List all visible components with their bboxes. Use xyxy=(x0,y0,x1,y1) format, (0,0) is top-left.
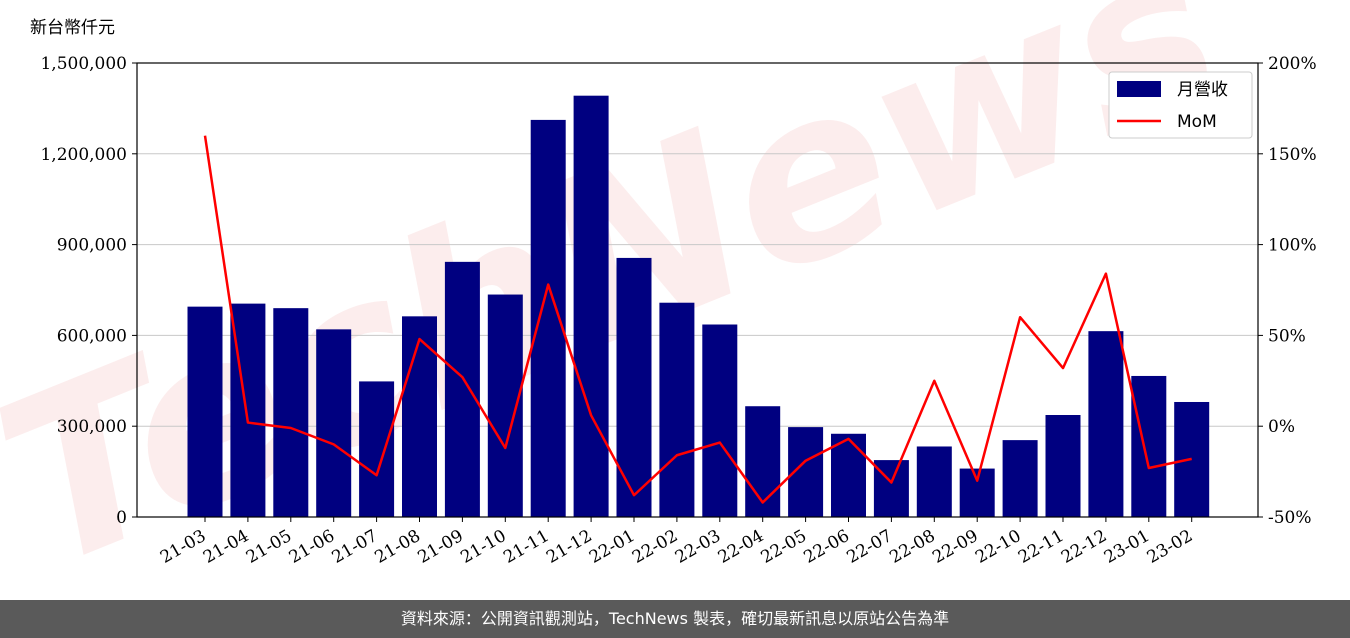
left-tick-label: 900,000 xyxy=(57,236,127,256)
right-tick-label: 150% xyxy=(1268,145,1317,165)
x-tick-label: 22-08 xyxy=(886,526,938,568)
x-tick-label: 23-01 xyxy=(1101,526,1153,568)
right-tick-label: 100% xyxy=(1268,236,1317,256)
bar xyxy=(745,406,781,517)
x-tick-label: 22-10 xyxy=(972,526,1024,568)
bar xyxy=(659,302,695,517)
bar xyxy=(616,257,652,517)
x-tick-label: 21-06 xyxy=(286,526,338,568)
bar xyxy=(273,308,309,517)
bar xyxy=(573,95,609,518)
x-tick-label: 22-03 xyxy=(672,526,724,568)
plot-frame xyxy=(136,62,1259,518)
bar xyxy=(402,316,437,517)
bar xyxy=(1131,375,1167,517)
bar xyxy=(1088,331,1124,517)
left-tick-label: 600,000 xyxy=(57,326,127,346)
bar xyxy=(916,446,952,517)
bar xyxy=(316,329,352,517)
legend-bar-swatch xyxy=(1117,81,1161,97)
x-tick-label: 22-04 xyxy=(715,526,767,568)
left-tick-label: 0 xyxy=(116,508,127,528)
bar xyxy=(1002,440,1038,517)
right-tick-label: 0% xyxy=(1268,417,1295,437)
legend-bar-label: 月營收 xyxy=(1177,80,1228,100)
mom-series-line xyxy=(203,135,1192,504)
x-tick-label: 21-09 xyxy=(414,526,466,568)
x-tick-label: 22-05 xyxy=(758,526,810,568)
legend-line-label: MoM xyxy=(1177,112,1217,132)
left-tick-label: 1,500,000 xyxy=(40,54,127,74)
footer-source-note: 資料來源：公開資訊觀測站，TechNews 製表，確切最新訊息以原站公告為準 xyxy=(0,600,1350,638)
x-tick-label: 21-08 xyxy=(372,526,424,568)
mom-line xyxy=(203,135,1192,504)
x-tick-label: 22-09 xyxy=(929,526,981,568)
bar xyxy=(359,381,395,517)
bar xyxy=(1045,415,1081,517)
legend: 月營收 MoM xyxy=(1108,71,1253,139)
x-tick-label: 22-07 xyxy=(843,526,895,568)
x-tick-label: 22-11 xyxy=(1015,526,1067,568)
right-tick-label: 50% xyxy=(1268,326,1306,346)
y-unit-label: 新台幣仟元 xyxy=(30,18,115,38)
bar xyxy=(702,324,738,517)
bar xyxy=(187,306,223,517)
left-tick-label: 1,200,000 xyxy=(40,145,127,165)
axes: 0 300,000 600,000 900,000 1,200,000 1,500,000… xyxy=(40,54,1316,568)
bar xyxy=(831,433,866,517)
x-tick-label: 22-06 xyxy=(801,526,853,568)
x-tick-label: 21-12 xyxy=(543,526,595,568)
bar xyxy=(444,261,480,517)
x-tick-label: 21-10 xyxy=(457,526,509,568)
combo-chart: TechNews 0300,000600,000900,0001,200,000… xyxy=(0,0,1317,600)
x-tick-label: 22-12 xyxy=(1058,526,1110,568)
x-tick-label: 22-01 xyxy=(586,526,638,568)
x-tick-label: 23-02 xyxy=(1144,526,1196,568)
x-tick-label: 21-11 xyxy=(500,526,552,568)
right-tick-label: 200% xyxy=(1268,54,1317,74)
right-tick-label: -50% xyxy=(1268,508,1312,528)
x-tick-label: 22-02 xyxy=(629,526,681,568)
left-tick-label: 300,000 xyxy=(57,417,127,437)
x-tick-label: 21-07 xyxy=(329,526,381,568)
